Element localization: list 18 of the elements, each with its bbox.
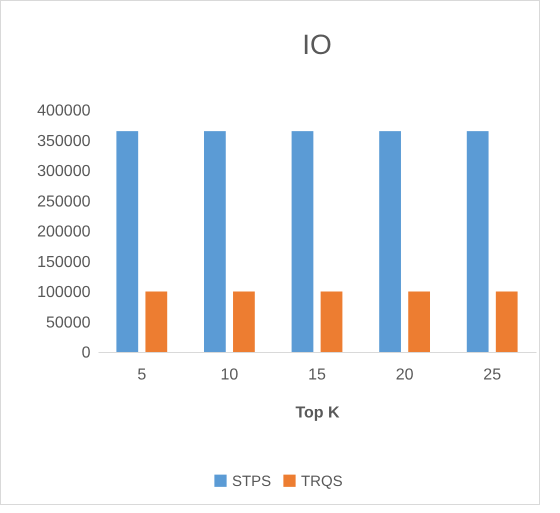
x-axis-title: Top K	[295, 404, 340, 422]
y-tick-label: 100000	[37, 284, 91, 301]
y-tick-label: 300000	[37, 163, 91, 180]
x-tick-label: 20	[396, 366, 414, 384]
y-tick-label: 350000	[37, 132, 91, 150]
x-tick-label: 25	[483, 366, 502, 384]
legend-label: TRQS	[301, 472, 343, 490]
y-tick-label: 400000	[37, 102, 91, 120]
y-tick-label: 250000	[37, 193, 91, 210]
chart-title: IO	[302, 29, 332, 60]
y-tick-label: 0	[82, 344, 91, 362]
x-tick-label: 5	[137, 366, 146, 384]
x-tick-label: 10	[220, 366, 238, 384]
y-tick-label: 200000	[37, 224, 91, 240]
y-tick-label: 150000	[37, 254, 91, 271]
legend-label: STPS	[232, 472, 272, 490]
x-tick-label: 15	[308, 366, 326, 384]
y-tick-label: 50000	[46, 314, 91, 332]
